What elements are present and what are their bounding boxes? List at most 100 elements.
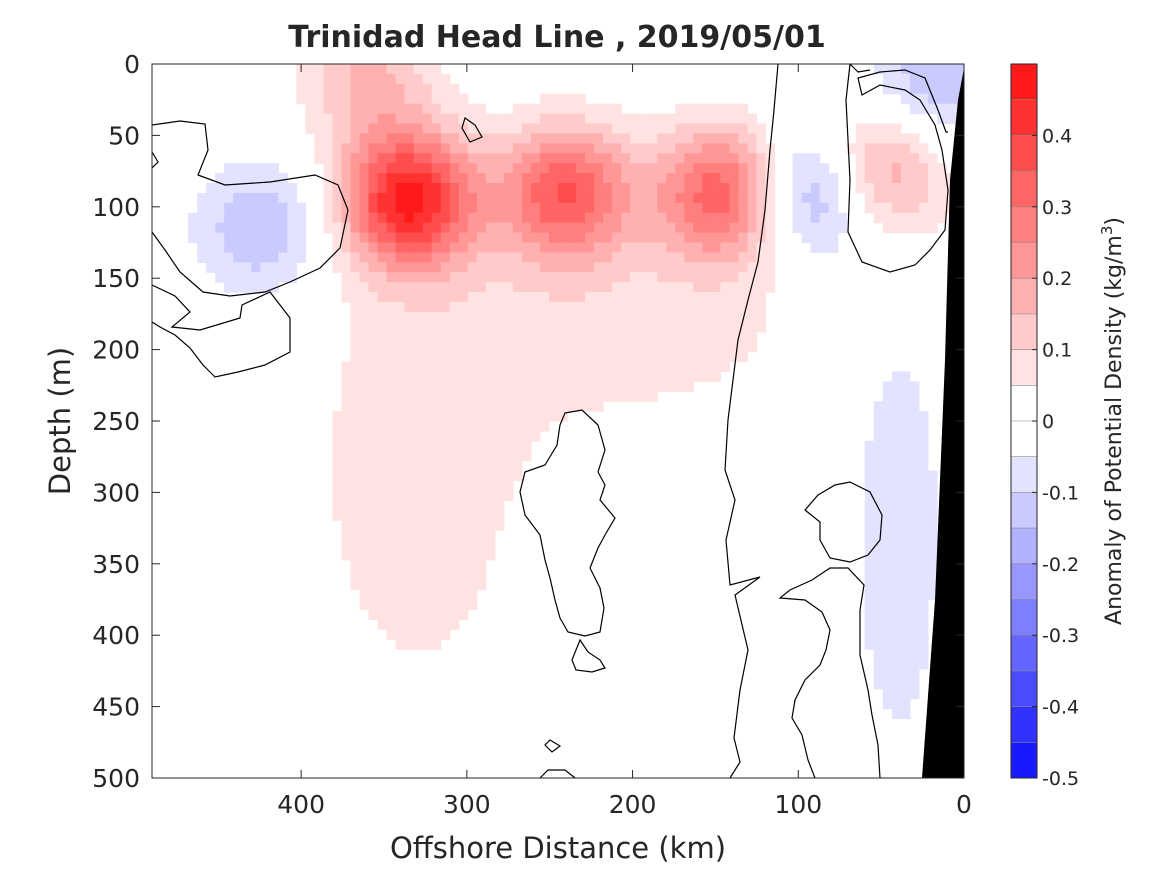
field-cell: [666, 331, 676, 343]
field-cell: [918, 530, 929, 541]
field-cell: [891, 222, 902, 234]
field-cell: [386, 341, 397, 353]
field-cell: [648, 302, 658, 313]
field-cell: [648, 391, 658, 402]
field-cell: [666, 381, 676, 392]
field-cell: [900, 450, 911, 462]
field-cell: [684, 133, 694, 144]
field-cell: [467, 113, 478, 125]
field-cell: [458, 540, 469, 551]
field-cell: [666, 202, 676, 214]
field-cell: [747, 192, 758, 204]
field-cell: [900, 73, 911, 85]
field-cell: [720, 183, 731, 194]
field-cell: [278, 202, 288, 214]
field-cell: [909, 520, 920, 531]
field-cell: [422, 579, 433, 591]
field-cell: [377, 83, 388, 95]
field-cell: [476, 430, 487, 442]
field-cell: [467, 222, 478, 234]
field-cell: [422, 242, 433, 254]
field-cell: [512, 361, 523, 373]
field-cell: [927, 83, 938, 95]
field-cell: [341, 133, 352, 144]
field-cell: [657, 262, 667, 273]
field-cell: [386, 331, 397, 343]
field-cell: [413, 153, 424, 164]
field-cell: [747, 183, 758, 194]
field-cell: [954, 73, 964, 85]
field-cell: [909, 192, 920, 204]
field-cell: [882, 430, 893, 442]
field-cell: [576, 331, 586, 343]
field-cell: [666, 153, 676, 164]
field-cell: [404, 272, 415, 283]
field-cell: [539, 341, 550, 353]
field-cell: [404, 311, 415, 323]
field-cell: [621, 183, 631, 194]
field-cell: [612, 321, 622, 333]
field-cell: [548, 401, 559, 412]
field-cell: [621, 351, 631, 363]
field-cell: [467, 460, 478, 472]
field-cell: [449, 619, 460, 630]
field-cell: [539, 153, 550, 164]
field-cell: [594, 311, 604, 323]
field-cell: [900, 470, 911, 482]
field-cell: [594, 222, 604, 234]
field-cell: [612, 232, 622, 244]
field-cell: [485, 500, 496, 511]
field-cell: [891, 183, 902, 194]
field-cell: [945, 83, 956, 95]
field-cell: [503, 133, 514, 144]
field-cell: [909, 599, 920, 611]
field-cell: [377, 589, 388, 601]
field-cell: [720, 212, 731, 224]
field-cell: [684, 311, 694, 323]
field-cell: [431, 391, 442, 402]
field-cell: [449, 440, 460, 452]
field-cell: [675, 192, 685, 204]
field-cell: [503, 202, 514, 214]
field-cell: [431, 292, 442, 303]
field-cell: [756, 183, 767, 194]
field-cell: [395, 292, 406, 303]
field-cell: [485, 490, 496, 501]
field-cell: [756, 282, 767, 293]
field-cell: [548, 153, 559, 164]
field-cell: [305, 64, 315, 75]
field-cell: [431, 133, 442, 144]
field-cell: [882, 123, 893, 135]
field-cell: [377, 450, 388, 462]
field-cell: [215, 212, 225, 224]
field-cell: [621, 371, 631, 382]
field-cell: [900, 93, 911, 105]
field-cell: [639, 242, 649, 254]
field-cell: [711, 113, 721, 125]
field-cell: [720, 321, 731, 333]
field-cell: [449, 540, 460, 551]
field-cell: [630, 183, 640, 194]
field-cell: [404, 64, 415, 75]
field-cell: [503, 460, 514, 472]
field-cell: [467, 143, 478, 154]
field-cell: [503, 391, 514, 402]
field-cell: [404, 262, 415, 273]
field-cell: [350, 351, 361, 363]
field-cell: [449, 450, 460, 462]
field-cell: [530, 371, 541, 382]
field-cell: [918, 500, 929, 511]
field-cell: [368, 212, 379, 224]
field-cell: [576, 123, 586, 135]
field-cell: [440, 311, 451, 323]
field-cell: [332, 163, 343, 174]
field-cell: [368, 64, 379, 75]
field-cell: [458, 212, 469, 224]
field-cell: [918, 93, 929, 105]
field-cell: [567, 282, 577, 293]
field-cell: [729, 341, 740, 353]
field-cell: [765, 192, 776, 204]
field-cell: [702, 351, 712, 363]
field-cell: [215, 192, 225, 204]
field-cell: [576, 371, 586, 382]
